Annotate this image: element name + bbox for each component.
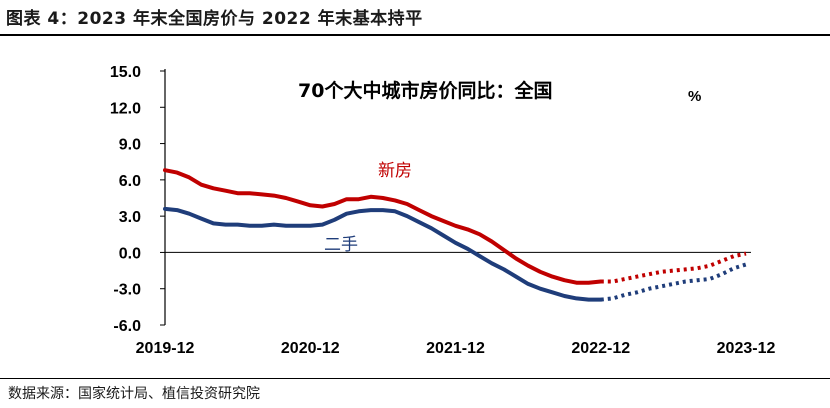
x-tick-label: 2019-12	[136, 340, 195, 357]
source-rule	[0, 378, 830, 379]
chart-title: 70个大中城市房价同比：全国	[298, 79, 552, 102]
y-tick-label: 15.0	[110, 64, 141, 81]
y-tick-label: -6.0	[113, 318, 141, 335]
y-tick-label: 12.0	[110, 100, 141, 117]
series-line-dotted	[600, 262, 747, 302]
y-tick-label: 3.0	[119, 209, 141, 226]
series-line-dotted	[600, 251, 747, 284]
source-note: 数据来源：国家统计局、植信投资研究院	[8, 386, 260, 402]
y-tick-label: 6.0	[119, 173, 141, 190]
x-tick-label: 2020-12	[281, 340, 340, 357]
x-tick-label: 2021-12	[426, 340, 485, 357]
x-tick-label: 2023-12	[717, 340, 776, 357]
series-line-solid	[163, 168, 603, 285]
x-tick-label: 2022-12	[571, 340, 630, 357]
y-tick-label: 0.0	[119, 245, 141, 262]
figure-title: 图表 4：2023 年末全国房价与 2022 年末基本持平	[6, 9, 423, 29]
series-line-solid	[163, 206, 603, 302]
y-tick-label: 9.0	[119, 137, 141, 154]
y-tick-label: -3.0	[113, 282, 141, 299]
unit-label: %	[688, 88, 701, 105]
series-label-new-homes: 新房	[378, 161, 412, 181]
series-label-second-hand: 二手	[324, 235, 358, 255]
title-rule	[0, 34, 830, 36]
